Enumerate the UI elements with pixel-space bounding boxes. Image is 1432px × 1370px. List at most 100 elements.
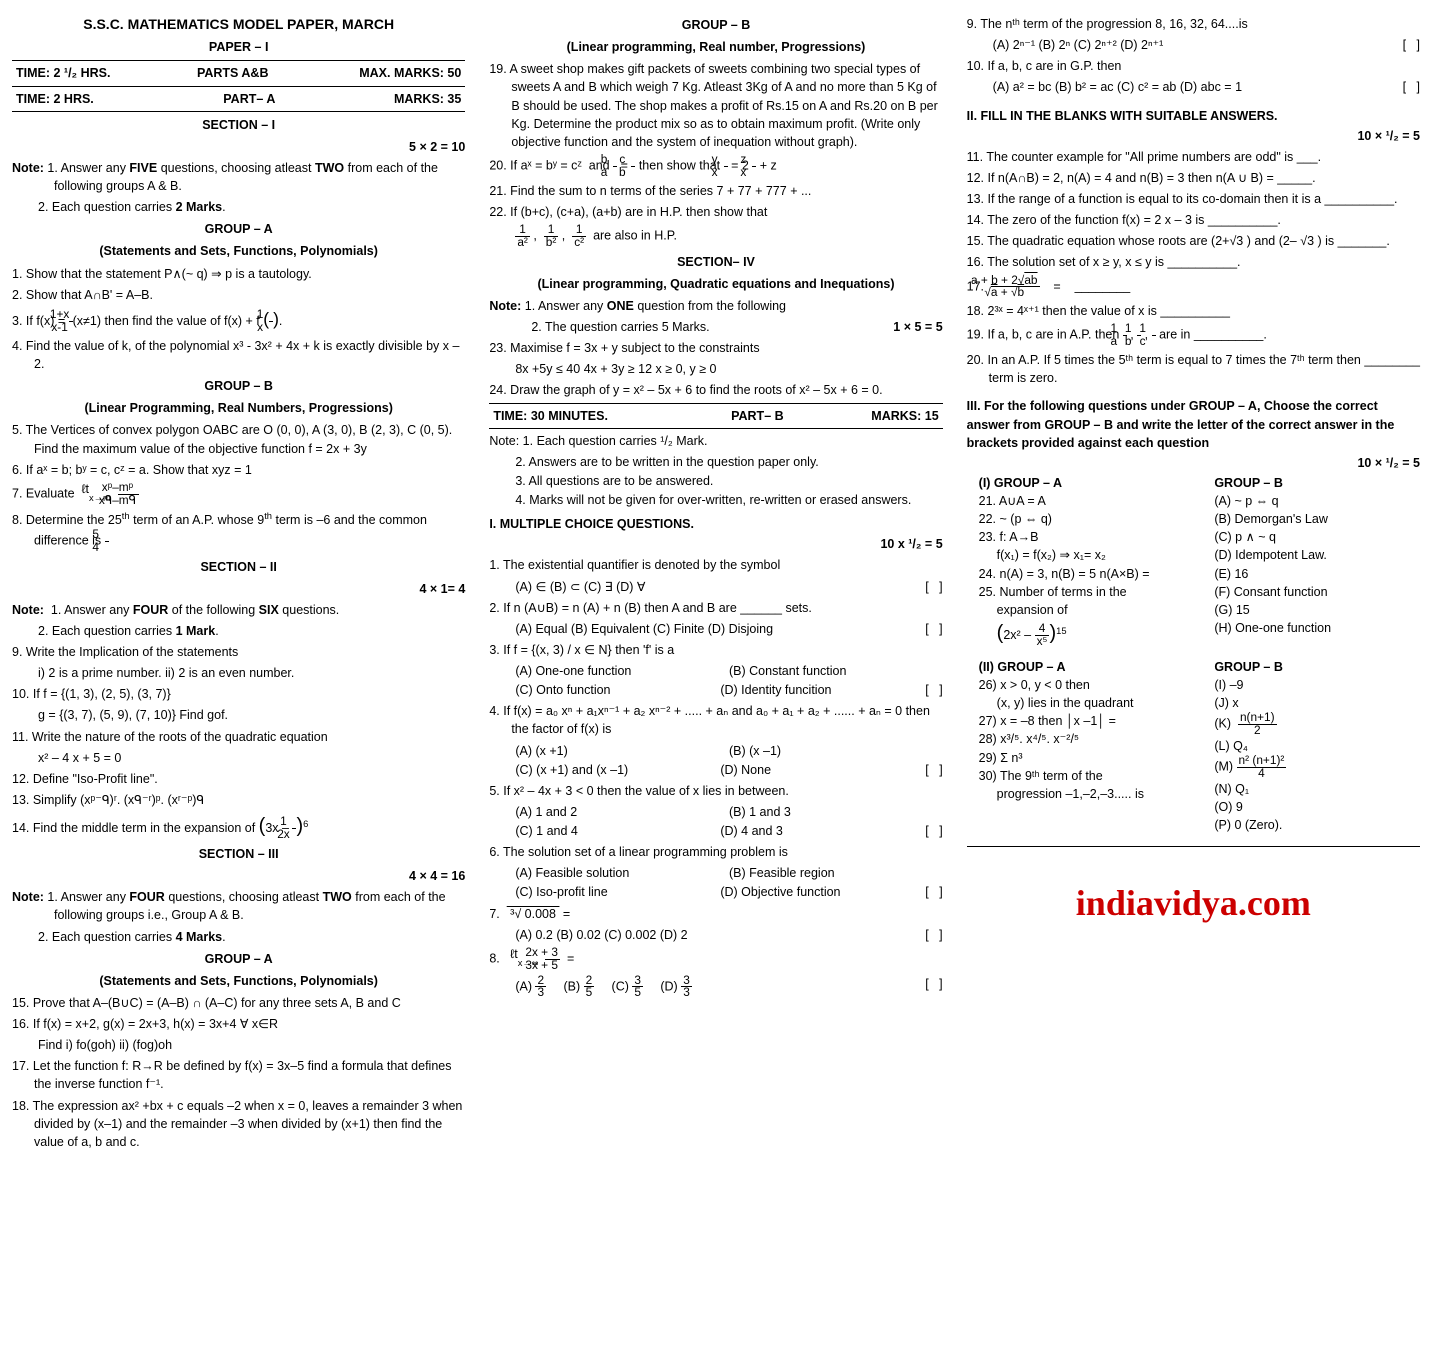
f12: 12. If n(A∩B) = 2, n(A) = 4 and n(B) = 3… <box>967 169 1420 187</box>
match-title: III. For the following questions under G… <box>967 399 1395 449</box>
mq4d: (D) None <box>720 761 925 779</box>
q15: 15. Prove that A–(B∪C) = (A–B) ∩ (A–C) f… <box>12 994 465 1012</box>
g2a: (II) GROUP – A <box>979 658 1185 676</box>
section-3-marks: 4 × 4 = 16 <box>12 867 465 885</box>
mcq-marks: 10 x ¹/₂ = 5 <box>489 535 942 553</box>
q10a: g = {(3, 7), (5, 9), (7, 10)} Find gof. <box>38 706 465 724</box>
mq6b: (B) Feasible region <box>729 864 943 882</box>
m29b: (M) n² (n+1)²4 <box>1214 755 1420 780</box>
s3-group-a: GROUP – A <box>12 950 465 968</box>
s1-note1: Note: 1. Answer any FIVE questions, choo… <box>12 159 465 195</box>
q21: 21. Find the sum to n terms of the serie… <box>489 182 942 200</box>
q11a: x² – 4 x + 5 = 0 <box>38 749 465 767</box>
paper-number: PAPER – I <box>12 38 465 56</box>
g1a: (I) GROUP – A <box>979 474 1185 492</box>
partb-marks: MARKS: 15 <box>810 406 942 426</box>
m26b: (I) –9 <box>1214 676 1420 694</box>
s1-group-a: GROUP – A <box>12 220 465 238</box>
f11: 11. The counter example for "All prime n… <box>967 148 1420 166</box>
mq5c: (C) 1 and 4 <box>515 822 720 840</box>
s1-group-b-sub: (Linear Programming, Real Numbers, Progr… <box>12 399 465 417</box>
mq6a: (A) Feasible solution <box>515 864 729 882</box>
mq9o: (A) 2ⁿ⁻¹ (B) 2ⁿ (C) 2ⁿ⁺² (D) 2ⁿ⁺¹[ ] <box>993 36 1420 54</box>
f19: 19. If a, b, c are in A.P. then 1a , 1b … <box>967 323 1420 348</box>
mq2: 2. If n (A∪B) = n (A) + n (B) then A and… <box>489 599 942 617</box>
q24: 24. Draw the graph of y = x² – 5x + 6 to… <box>489 381 942 399</box>
mq7: 7. ³√ 0.008 = <box>489 905 942 923</box>
m22b: (B) Demorgan's Law <box>1214 510 1420 528</box>
s3-note1: Note: 1. Answer any FOUR questions, choo… <box>12 888 465 924</box>
c2-group-b: GROUP – B <box>489 16 942 34</box>
s4-note2: 2. The question carries 5 Marks. <box>531 318 709 336</box>
section-1-marks: 5 × 2 = 10 <box>12 138 465 156</box>
m23c: f(x₁) = f(x₂) ⇒ x₁= x₂ <box>979 546 1185 564</box>
mq4c: (C) (x +1) and (x –1) <box>515 761 720 779</box>
mq8o: (A) 23 (B) 25 (C) 35 (D) 33[ ] <box>515 975 942 1000</box>
q20: 20. If aˣ = bʸ = cᶻ and ba = cb then sho… <box>489 154 942 179</box>
partb-time: TIME: 30 MINUTES. <box>489 406 704 426</box>
s2-note1: Note: 1. Answer any FOUR of the followin… <box>12 601 465 619</box>
fill-title: II. FILL IN THE BLANKS WITH SUITABLE ANS… <box>967 109 1278 123</box>
q8: 8. Determine the 25th term of an A.P. wh… <box>12 510 465 554</box>
mq1: 1. The existential quantifier is denoted… <box>489 556 942 574</box>
m26a: 26) x > 0, y < 0 then <box>979 676 1185 694</box>
m30d: (O) 9 <box>1214 798 1420 816</box>
m30c: progression –1,–2,–3..... is <box>979 785 1185 803</box>
mq2o: (A) Equal (B) Equivalent (C) Finite (D) … <box>515 620 942 638</box>
s1-group-b: GROUP – B <box>12 377 465 395</box>
m30a: 30) The 9ᵗʰ term of the <box>979 767 1185 785</box>
mq5d: (D) 4 and 3 <box>720 822 925 840</box>
paper-title: S.S.C. MATHEMATICS MODEL PAPER, MARCH <box>12 14 465 34</box>
g1b: GROUP – B <box>1214 474 1420 492</box>
mq3a: (A) One-one function <box>515 662 729 680</box>
s2-note2: 2. Each question carries 1 Mark. <box>38 622 465 640</box>
part-a-table: TIME: 2 HRS. PART– A MARKS: 35 <box>12 89 465 109</box>
match-group-1: (I) GROUP – A 21. A∪A = A 22. ~ (p ⇔ q) … <box>979 474 1420 648</box>
time-all: TIME: 2 ¹/₂ HRS. <box>12 63 171 83</box>
q13: 13. Simplify (xᵖ⁻ᑫ)ʳ. (xᑫ⁻ʳ)ᵖ. (xʳ⁻ᵖ)ᑫ <box>12 791 465 809</box>
q22a: 1a² , 1b² , 1c² are also in H.P. <box>515 224 942 249</box>
q3: 3. If f(x) = 1+xx-1(x≠1) then find the v… <box>12 307 465 334</box>
q18: 18. The expression ax² +bx + c equals –2… <box>12 1097 465 1151</box>
q1: 1. Show that the statement P∧(~ q) ⇒ p i… <box>12 265 465 283</box>
column-3: 9. The nᵗʰ term of the progression 8, 16… <box>967 12 1420 1154</box>
watermark: indiavidya.com <box>967 877 1420 929</box>
q6: 6. If aˣ = b; bʸ = c, cᶻ = a. Show that … <box>12 461 465 479</box>
q7: 7. Evaluate ℓtx→m xᵖ–mᵖxᑫ–mᑫ <box>12 482 465 507</box>
mq6d: (D) Objective function <box>720 883 925 901</box>
match-marks: 10 × ¹/₂ = 5 <box>967 454 1420 472</box>
m27b: (K) n(n+1)2 <box>1214 712 1420 737</box>
section-2-title: SECTION – II <box>12 558 465 576</box>
q2: 2. Show that A∩B' = A–B. <box>12 286 465 304</box>
s3-note2: 2. Each question carries 4 Marks. <box>38 928 465 946</box>
q10: 10. If f = {(1, 3), (2, 5), (3, 7)} <box>12 685 465 703</box>
q22: 22. If (b+c), (c+a), (a+b) are in H.P. t… <box>489 203 942 221</box>
pb-note2: 2. Answers are to be written in the ques… <box>515 453 942 471</box>
mq6: 6. The solution set of a linear programm… <box>489 843 942 861</box>
m25b: (F) Consant function <box>1214 583 1420 601</box>
m26c: (x, y) lies in the quadrant <box>979 694 1185 712</box>
max-marks: MAX. MARKS: 50 <box>294 63 465 83</box>
m30f: (P) 0 (Zero). <box>1214 816 1420 834</box>
fill-marks: 10 × ¹/₂ = 5 <box>967 127 1420 145</box>
match-group-2: (II) GROUP – A 26) x > 0, y < 0 then (x,… <box>979 658 1420 834</box>
m27a: 27) x = –8 then │x –1│ = <box>979 712 1185 730</box>
m25e: (2x² – 4x⁵)15 <box>979 619 1185 648</box>
part-a: PART– A <box>188 89 311 109</box>
mq8: 8. ℓtx→∞ 2x + 33x + 5 = <box>489 947 942 972</box>
m21b: (A) ~ p ⇔ q <box>1214 492 1420 510</box>
pb-note4: 4. Marks will not be given for over-writ… <box>515 491 942 509</box>
s4-marks: 1 × 5 = 5 <box>893 318 942 336</box>
exam-page: S.S.C. MATHEMATICS MODEL PAPER, MARCH PA… <box>12 12 1420 1154</box>
mq3b: (B) Constant function <box>729 662 943 680</box>
mq4: 4. If f(x) = a₀ xⁿ + a₁xⁿ⁻¹ + a₂ xⁿ⁻² + … <box>489 702 942 738</box>
m24b: (E) 16 <box>1214 565 1420 583</box>
mq9: 9. The nᵗʰ term of the progression 8, 16… <box>967 15 1420 33</box>
f20: 20. In an A.P. If 5 times the 5ᵗʰ term i… <box>967 351 1420 387</box>
q23a: 8x +5y ≤ 40 4x + 3y ≥ 12 x ≥ 0, y ≥ 0 <box>515 360 942 378</box>
mq10: 10. If a, b, c are in G.P. then <box>967 57 1420 75</box>
mq4a: (A) (x +1) <box>515 742 729 760</box>
pb-note1: Note: 1. Each question carries ¹/₂ Mark. <box>489 432 942 450</box>
s1-group-a-sub: (Statements and Sets, Functions, Polynom… <box>12 242 465 260</box>
m25a: 25. Number of terms in the <box>979 583 1185 601</box>
